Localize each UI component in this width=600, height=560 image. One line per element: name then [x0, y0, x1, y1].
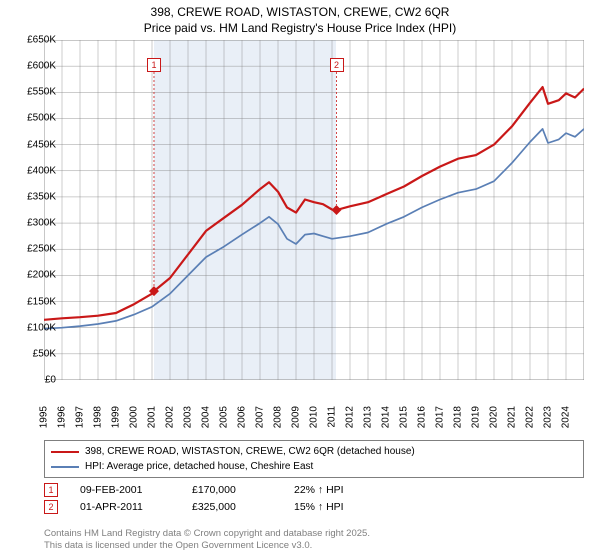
legend-row-2: HPI: Average price, detached house, Ches… [51, 459, 577, 474]
chart-container: 398, CREWE ROAD, WISTASTON, CREWE, CW2 6… [0, 0, 600, 560]
y-tick-label: £650K [16, 35, 56, 46]
x-tick-label: 2013 [363, 406, 374, 428]
x-tick-label: 2021 [507, 406, 518, 428]
sale-date-2: 01-APR-2011 [80, 501, 170, 513]
sales-rows: 1 09-FEB-2001 £170,000 22% ↑ HPI 2 01-AP… [44, 480, 584, 517]
chart-marker-badge: 2 [330, 58, 344, 72]
y-tick-label: £150K [16, 296, 56, 307]
y-tick-label: £550K [16, 87, 56, 98]
y-tick-label: £300K [16, 218, 56, 229]
x-tick-label: 2014 [381, 406, 392, 428]
chart-title: 398, CREWE ROAD, WISTASTON, CREWE, CW2 6… [0, 0, 600, 36]
sale-row-2: 2 01-APR-2011 £325,000 15% ↑ HPI [44, 500, 584, 514]
legend-swatch-1 [51, 451, 79, 453]
x-tick-label: 2005 [219, 406, 230, 428]
legend-row-1: 398, CREWE ROAD, WISTASTON, CREWE, CW2 6… [51, 444, 577, 459]
y-tick-label: £0 [16, 375, 56, 386]
x-tick-label: 2020 [489, 406, 500, 428]
y-tick-label: £250K [16, 244, 56, 255]
x-tick-label: 1999 [111, 406, 122, 428]
footnote-line-1: Contains HM Land Registry data © Crown c… [44, 528, 584, 540]
sale-badge-2: 2 [44, 500, 58, 514]
sale-row-1: 1 09-FEB-2001 £170,000 22% ↑ HPI [44, 483, 584, 497]
y-tick-label: £450K [16, 139, 56, 150]
y-tick-label: £200K [16, 270, 56, 281]
x-tick-label: 2019 [471, 406, 482, 428]
y-tick-label: £50K [16, 348, 56, 359]
sale-delta-1: 22% ↑ HPI [294, 484, 344, 496]
x-tick-label: 1997 [75, 406, 86, 428]
x-tick-label: 2011 [327, 406, 338, 428]
x-tick-label: 2016 [417, 406, 428, 428]
x-tick-label: 2007 [255, 406, 266, 428]
y-tick-label: £350K [16, 191, 56, 202]
x-tick-label: 2018 [453, 406, 464, 428]
x-tick-label: 1996 [57, 406, 68, 428]
legend: 398, CREWE ROAD, WISTASTON, CREWE, CW2 6… [44, 440, 584, 478]
x-tick-label: 2003 [183, 406, 194, 428]
x-tick-label: 1995 [39, 406, 50, 428]
x-tick-label: 2022 [525, 406, 536, 428]
legend-label-1: 398, CREWE ROAD, WISTASTON, CREWE, CW2 6… [85, 444, 415, 459]
x-tick-label: 2000 [129, 406, 140, 428]
x-tick-label: 2001 [147, 406, 158, 428]
x-tick-label: 2010 [309, 406, 320, 428]
x-tick-label: 2009 [291, 406, 302, 428]
sale-delta-2: 15% ↑ HPI [294, 501, 344, 513]
title-line-1: 398, CREWE ROAD, WISTASTON, CREWE, CW2 6… [0, 4, 600, 20]
x-tick-label: 2024 [561, 406, 572, 428]
sale-date-1: 09-FEB-2001 [80, 484, 170, 496]
y-tick-label: £100K [16, 322, 56, 333]
sale-badge-1: 1 [44, 483, 58, 497]
title-line-2: Price paid vs. HM Land Registry's House … [0, 20, 600, 36]
x-tick-label: 2004 [201, 406, 212, 428]
chart-svg [44, 40, 584, 380]
y-tick-label: £600K [16, 61, 56, 72]
y-tick-label: £400K [16, 165, 56, 176]
legend-swatch-2 [51, 466, 79, 468]
x-tick-label: 2015 [399, 406, 410, 428]
chart-marker-badge: 1 [147, 58, 161, 72]
x-tick-label: 2023 [543, 406, 554, 428]
chart-area: 12 [44, 40, 584, 400]
x-tick-label: 2008 [273, 406, 284, 428]
sale-price-2: £325,000 [192, 501, 272, 513]
footnote: Contains HM Land Registry data © Crown c… [44, 528, 584, 552]
x-tick-label: 2012 [345, 406, 356, 428]
x-tick-label: 2002 [165, 406, 176, 428]
x-tick-label: 1998 [93, 406, 104, 428]
sale-price-1: £170,000 [192, 484, 272, 496]
x-tick-label: 2017 [435, 406, 446, 428]
y-tick-label: £500K [16, 113, 56, 124]
legend-label-2: HPI: Average price, detached house, Ches… [85, 459, 313, 474]
footnote-line-2: This data is licensed under the Open Gov… [44, 540, 584, 552]
x-tick-label: 2006 [237, 406, 248, 428]
